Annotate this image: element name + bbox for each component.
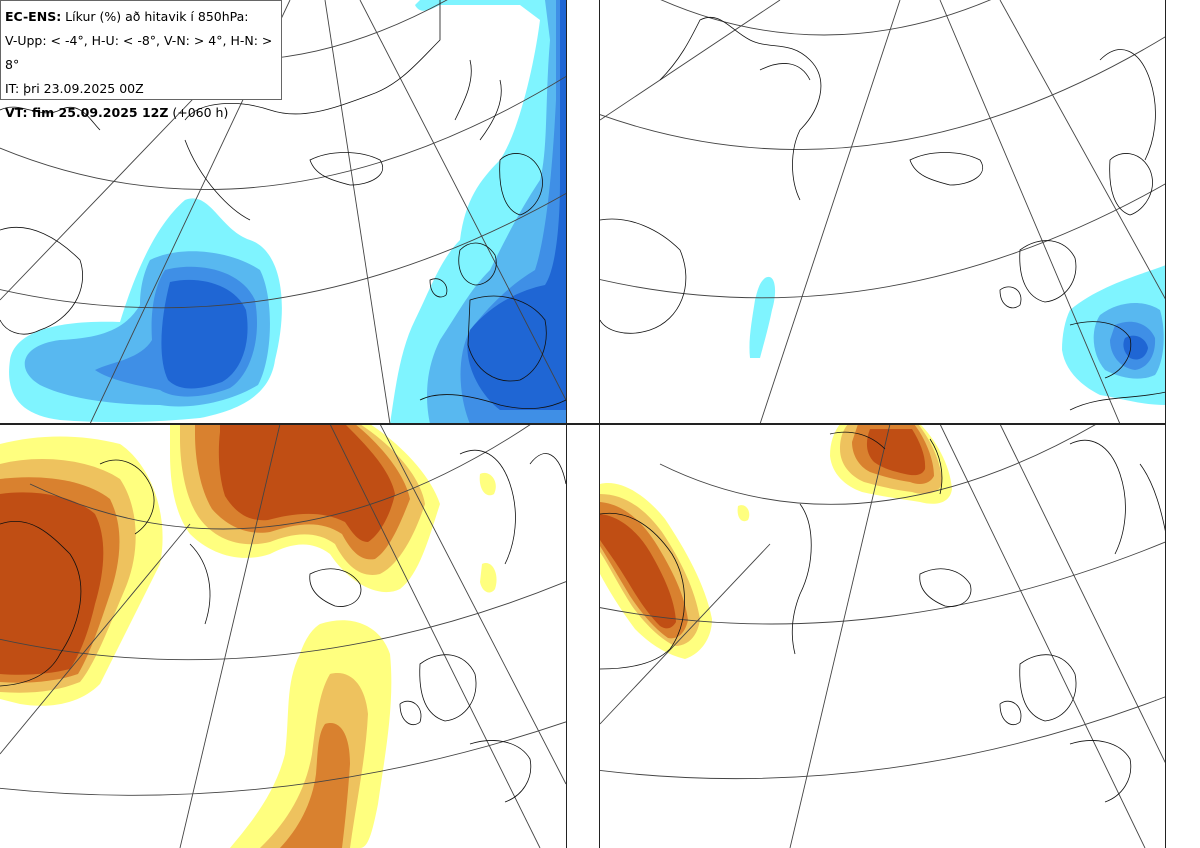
prob-5-patch — [737, 505, 750, 522]
prob-95-north — [218, 424, 395, 542]
prob-95-west — [600, 514, 676, 629]
graticule — [0, 424, 566, 848]
map-panel-v-n: 1009565355 — [0, 424, 566, 848]
info-model: EC-ENS: — [5, 9, 62, 24]
probability-shading — [9, 0, 566, 424]
info-box: EC-ENS: Líkur (%) að hitavik í 850hPa: V… — [0, 0, 282, 120]
divider-mid-left — [599, 0, 600, 848]
coastlines — [0, 449, 566, 803]
prob-95-west — [0, 492, 104, 675]
prob-95 — [161, 279, 248, 389]
info-line-2: V-Upp: < -4°, H-U: < -8°, V-N: > 4°, H-N… — [5, 33, 273, 72]
coastlines — [600, 431, 1166, 803]
prob-95-north — [866, 429, 926, 476]
prob-5 — [749, 276, 776, 358]
map-h-n — [600, 424, 1166, 848]
graticule — [600, 424, 1166, 848]
divider-right-edge — [1165, 0, 1166, 848]
info-line-1: EC-ENS: Líkur (%) að hitavik í 850hPa: — [5, 5, 277, 29]
probability-shading — [749, 265, 1166, 405]
graticule — [600, 0, 1166, 424]
map-panel-h-n: 1009565355 — [600, 424, 1166, 848]
prob-5-patch — [480, 563, 497, 593]
prob-5-patch2 — [479, 472, 496, 496]
map-v-n — [0, 424, 566, 848]
probability-shading — [600, 424, 952, 659]
divider-horizontal — [0, 423, 1166, 425]
map-h-u — [600, 0, 1166, 424]
map-panel-h-u: 1009565355 — [600, 0, 1166, 424]
probability-shading — [0, 424, 497, 848]
coastlines — [0, 0, 566, 409]
map-panel-v-upp: 1009565355 — [0, 0, 566, 424]
info-line-3: IT: þri 23.09.2025 00Z — [5, 81, 144, 96]
coastlines — [600, 16, 1166, 411]
info-line-4: VT: fim 25.09.2025 12Z (+060 h) — [5, 101, 277, 125]
divider-left-right — [566, 0, 567, 848]
info-title: Líkur (%) að hitavik í 850hPa: — [61, 9, 249, 24]
prob-65-south — [280, 723, 350, 848]
info-valid-time: VT: fim 25.09.2025 12Z — [5, 105, 169, 120]
info-lead-time: (+060 h) — [168, 105, 229, 120]
map-v-upp — [0, 0, 566, 424]
prob-95-east — [467, 0, 566, 410]
